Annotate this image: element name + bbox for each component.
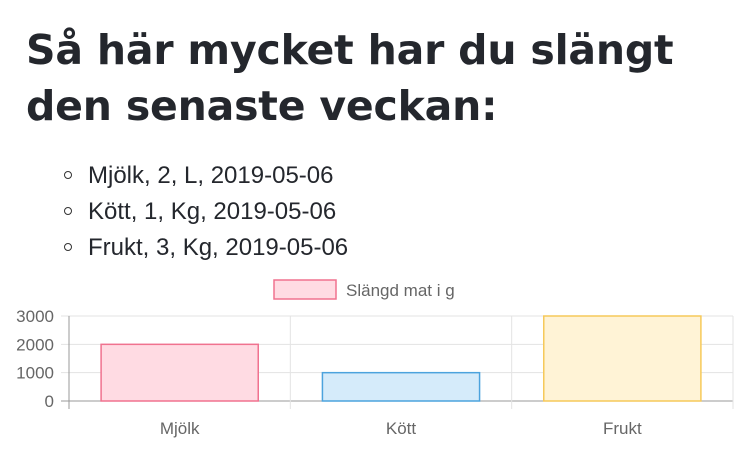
chart-bars [100, 315, 702, 402]
x-tick-label: Frukt [603, 419, 642, 438]
x-tick-label: Mjölk [160, 419, 200, 438]
chart-legend[interactable]: Slängd mat i g [273, 279, 455, 300]
bullet-icon [64, 171, 72, 179]
bar [543, 315, 702, 402]
list-item-text: Mjölk, 2, L, 2019-05-06 [88, 162, 334, 189]
bar [321, 371, 481, 402]
bullet-icon [64, 243, 72, 251]
chart-axes: 0 1000 2000 3000 Mjölk Kött Frukt [16, 307, 642, 438]
waste-bar-chart: 0 1000 2000 3000 Mjölk Kött Frukt Slängd mat i… [16, 279, 734, 438]
list-item-text: Kött, 1, Kg, 2019-05-06 [88, 198, 337, 225]
bullet-icon [64, 207, 72, 215]
list-item: Mjölk, 2, L, 2019-05-06 [62, 158, 348, 194]
y-tick-label: 1000 [16, 364, 54, 383]
legend-swatch [273, 279, 337, 300]
x-tick-label: Kött [386, 419, 417, 438]
y-tick-label: 0 [45, 392, 54, 411]
list-item: Frukt, 3, Kg, 2019-05-06 [62, 230, 348, 266]
bar [100, 343, 259, 402]
list-item: Kött, 1, Kg, 2019-05-06 [62, 194, 348, 230]
page-title: Så här mycket har du slängt den senaste … [26, 26, 674, 130]
legend-label: Slängd mat i g [346, 281, 455, 300]
y-tick-label: 2000 [16, 335, 54, 354]
y-tick-label: 3000 [16, 307, 54, 326]
waste-list: Mjölk, 2, L, 2019-05-06 Kött, 1, Kg, 201… [62, 158, 348, 266]
list-item-text: Frukt, 3, Kg, 2019-05-06 [88, 234, 349, 261]
